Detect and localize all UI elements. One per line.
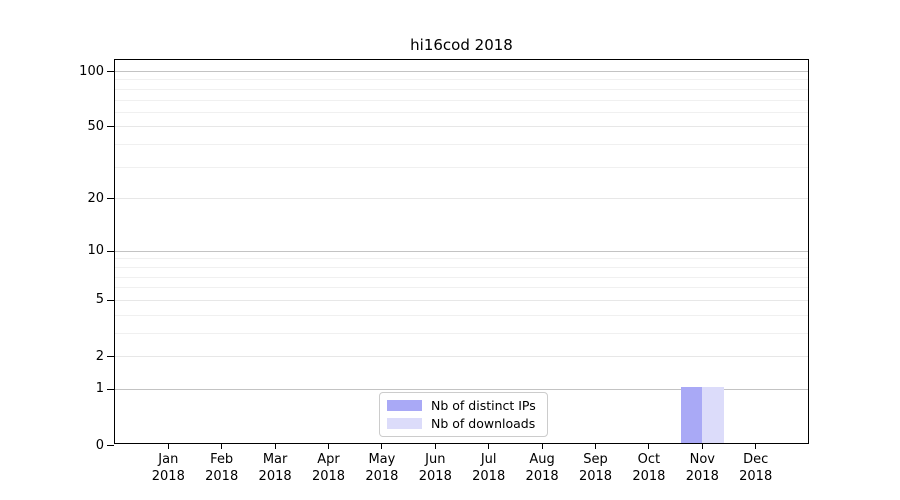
- gridline-y-50: [115, 126, 808, 128]
- x-tick-label-apr: Apr 2018: [311, 452, 346, 484]
- y-tick-0: [107, 445, 114, 446]
- x-tick-may: [381, 443, 383, 449]
- bar-nov-distinct-ips: [680, 386, 703, 443]
- legend-item-downloads: Nb of downloads: [387, 416, 541, 432]
- legend-label-downloads: Nb of downloads: [431, 415, 536, 431]
- gridline-y-9: [115, 258, 808, 260]
- y-tick-label-10: 10: [87, 243, 104, 259]
- x-tick-jan: [167, 443, 169, 449]
- gridline-y-10: [115, 250, 808, 252]
- gridline-y-20: [115, 198, 808, 200]
- gridline-y-6: [115, 287, 808, 289]
- x-tick-label-feb: Feb 2018: [205, 452, 239, 484]
- x-tick-label-jul: Jul 2018: [472, 452, 506, 484]
- y-tick-50: [107, 126, 114, 128]
- gridline-y-60: [115, 111, 808, 113]
- x-tick-label-may: May 2018: [365, 452, 399, 484]
- gridline-y-2: [115, 356, 808, 357]
- y-tick-20: [107, 198, 114, 200]
- legend: Nb of distinct IPs Nb of downloads: [379, 392, 548, 437]
- x-tick-label-jun: Jun 2018: [418, 452, 452, 484]
- y-tick-100: [107, 71, 114, 72]
- gridline-y-5: [115, 299, 808, 301]
- legend-swatch-distinct-ips: [387, 400, 422, 411]
- gridline-y-3: [115, 332, 808, 334]
- gridline-y-30: [115, 166, 808, 168]
- y-tick-label-50: 50: [87, 118, 104, 134]
- gridline-y-40: [115, 144, 808, 146]
- y-tick-label-2: 2: [95, 348, 104, 364]
- chart-title: hi16cod 2018: [410, 36, 513, 54]
- y-tick-label-5: 5: [95, 292, 104, 308]
- legend-label-distinct-ips: Nb of distinct IPs: [431, 397, 536, 413]
- y-tick-label-20: 20: [87, 190, 104, 206]
- x-tick-label-aug: Aug 2018: [525, 452, 559, 484]
- x-tick-oct: [648, 443, 650, 449]
- gridline-y-4: [115, 314, 808, 316]
- y-tick-label-0: 0: [95, 437, 104, 453]
- bar-nov-downloads: [702, 386, 724, 443]
- x-tick-label-jan: Jan 2018: [151, 452, 185, 484]
- x-tick-jul: [488, 443, 490, 449]
- legend-swatch-downloads: [387, 418, 422, 429]
- x-tick-label-oct: Oct 2018: [632, 452, 666, 484]
- x-tick-apr: [328, 443, 329, 449]
- gridline-y-7: [115, 276, 808, 278]
- y-tick-label-100: 100: [79, 63, 104, 79]
- legend-item-distinct-ips: Nb of distinct IPs: [387, 398, 541, 414]
- gridline-y-1: [115, 388, 808, 390]
- gridline-y-70: [115, 99, 808, 101]
- x-tick-feb: [221, 443, 223, 449]
- x-tick-nov: [701, 443, 703, 449]
- y-tick-2: [107, 356, 114, 357]
- plot-area: 0 1 2 5 10 20 50 100 Jan 2018 Feb 2018 Mar 2018 Apr…: [79, 59, 809, 484]
- x-tick-dec: [755, 443, 757, 449]
- x-tick-mar: [274, 443, 276, 449]
- x-tick-label-sep: Sep 2018: [578, 452, 613, 484]
- x-tick-aug: [541, 443, 543, 449]
- x-tick-label-mar: Mar 2018: [258, 452, 292, 484]
- x-tick-label-nov: Nov 2018: [685, 452, 719, 484]
- gridline-y-100: [115, 71, 808, 72]
- gridline-y-80: [115, 88, 808, 90]
- x-tick-label-dec: Dec 2018: [739, 452, 773, 484]
- x-tick-jun: [434, 443, 436, 449]
- x-tick-sep: [595, 443, 596, 449]
- y-tick-label-1: 1: [95, 381, 104, 397]
- gridline-y-90: [115, 79, 808, 81]
- y-tick-10: [107, 250, 114, 252]
- gridline-y-8: [115, 266, 808, 268]
- y-tick-1: [107, 388, 114, 390]
- y-tick-5: [107, 299, 114, 301]
